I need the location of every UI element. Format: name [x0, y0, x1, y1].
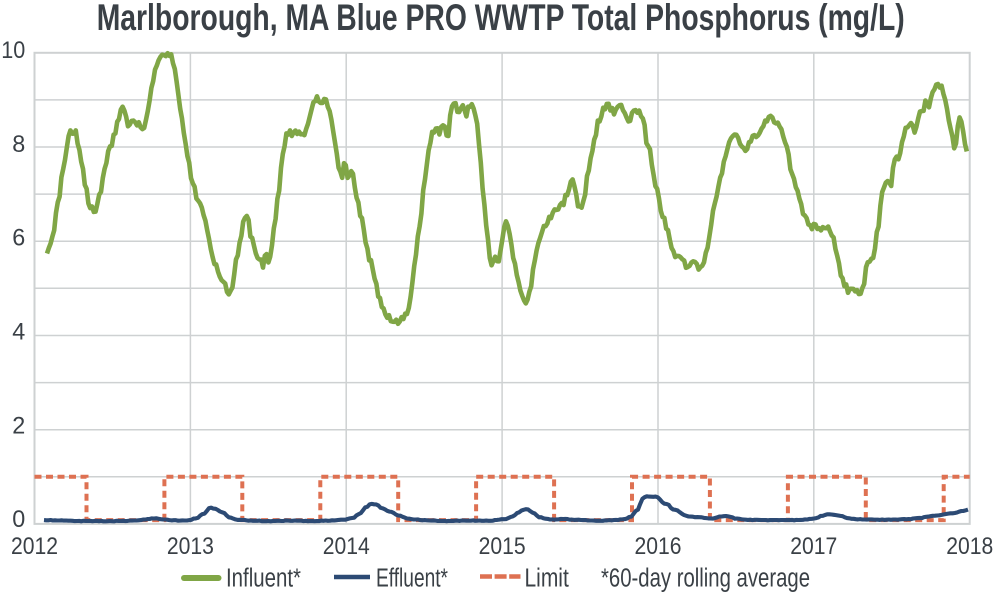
svg-text:2013: 2013: [167, 533, 214, 560]
svg-text:Limit: Limit: [525, 564, 569, 592]
svg-text:Effluent*: Effluent*: [376, 564, 448, 592]
svg-text:Marlborough, MA Blue PRO WWTP: Marlborough, MA Blue PRO WWTP Total Phos…: [97, 0, 905, 38]
svg-text:Influent*: Influent*: [226, 564, 301, 592]
svg-text:2012: 2012: [11, 533, 58, 560]
svg-text:2017: 2017: [790, 533, 837, 560]
svg-text:2014: 2014: [323, 533, 370, 560]
svg-text:10: 10: [1, 37, 25, 64]
svg-text:4: 4: [12, 319, 25, 346]
svg-text:2018: 2018: [946, 533, 993, 560]
svg-text:2: 2: [12, 412, 25, 439]
svg-text:2015: 2015: [479, 533, 526, 560]
svg-text:6: 6: [12, 225, 25, 252]
svg-text:0: 0: [12, 506, 25, 533]
svg-text:*60-day rolling average: *60-day rolling average: [601, 564, 810, 592]
svg-text:2016: 2016: [635, 533, 682, 560]
svg-text:8: 8: [12, 131, 25, 158]
